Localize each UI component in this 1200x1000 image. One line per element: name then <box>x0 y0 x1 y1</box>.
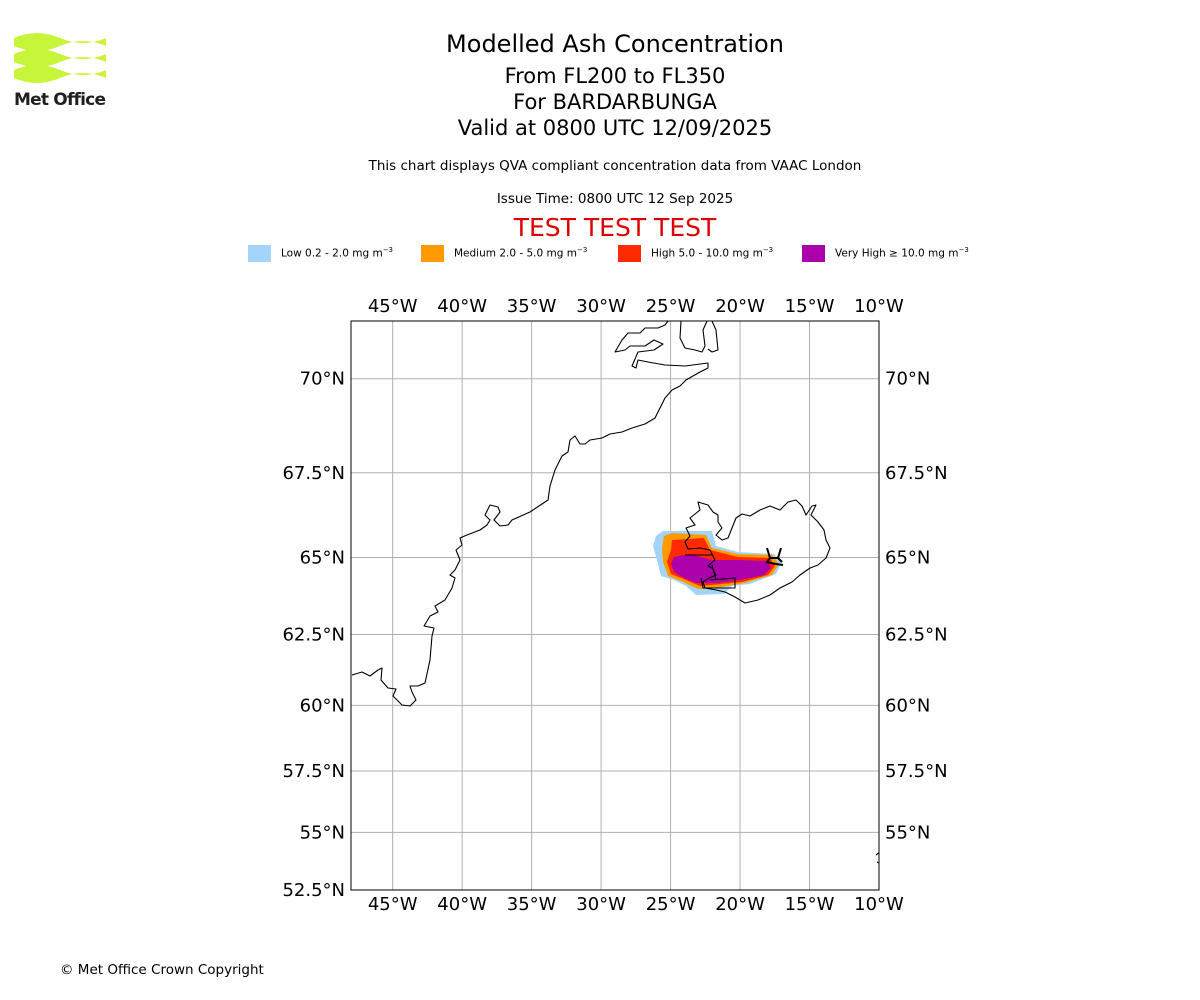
legend-label-medium: Medium 2.0 - 5.0 mg m−3 <box>454 246 588 260</box>
lat-tick-label-left: 70°N <box>300 369 345 390</box>
volcano-marker-icon <box>765 547 784 566</box>
lon-tick-label-bottom: 10°W <box>854 894 904 915</box>
map-gridlines <box>351 321 879 890</box>
lon-tick-label-bottom: 30°W <box>576 894 626 915</box>
volcano-name: For BARDARBUNGA <box>513 90 717 114</box>
lat-tick-label-right: 60°N <box>885 695 930 716</box>
test-banner: TEST TEST TEST <box>513 213 717 242</box>
iceland-interior-outline <box>685 554 736 589</box>
lon-tick-label-top: 40°W <box>437 296 487 317</box>
lon-tick-label-top: 10°W <box>854 296 904 317</box>
chart-description: This chart displays QVA compliant concen… <box>368 158 862 174</box>
lon-tick-label-bottom: 25°W <box>646 894 696 915</box>
lat-tick-label-left: 57.5°N <box>282 761 345 782</box>
lon-tick-label-top: 20°W <box>715 296 765 317</box>
lat-tick-label-left: 65°N <box>300 547 345 568</box>
map-frame <box>350 320 880 891</box>
ash-cloud <box>653 531 782 595</box>
legend-label-very-high: Very High ≥ 10.0 mg m−3 <box>835 246 969 260</box>
lon-tick-label-bottom: 40°W <box>437 894 487 915</box>
lon-tick-label-top: 45°W <box>368 296 418 317</box>
lat-tick-label-right: 57.5°N <box>885 761 948 782</box>
small-island-coastline <box>875 852 879 864</box>
legend-swatch-high <box>618 245 641 262</box>
map-tick-labels: 45°W 45°W 40°W 40°W 35°W 35°W 30°W 30°W 25°W 25°W… <box>282 296 947 915</box>
met-office-waves-icon <box>14 33 106 83</box>
lon-tick-label-top: 25°W <box>646 296 696 317</box>
lon-tick-label-top: 15°W <box>785 296 835 317</box>
lon-tick-label-bottom: 45°W <box>368 894 418 915</box>
legend-label-low: Low 0.2 - 2.0 mg m−3 <box>281 246 394 260</box>
lon-tick-label-bottom: 15°W <box>785 894 835 915</box>
lat-tick-label-right: 55°N <box>885 822 930 843</box>
flight-levels: From FL200 to FL350 <box>504 64 726 88</box>
lat-tick-label-left: 60°N <box>300 695 345 716</box>
copyright-footer: © Met Office Crown Copyright <box>60 962 264 978</box>
greenland-coastline <box>351 321 709 707</box>
lon-tick-label-bottom: 35°W <box>507 894 557 915</box>
valid-time: Valid at 0800 UTC 12/09/2025 <box>457 116 773 140</box>
legend-swatch-medium <box>421 245 444 262</box>
legend-swatch-low <box>248 245 271 262</box>
lat-tick-label-right: 67.5°N <box>885 463 948 484</box>
greenland-fjord-coastline <box>679 321 719 353</box>
lat-tick-label-right: 62.5°N <box>885 625 948 646</box>
lon-tick-label-bottom: 20°W <box>715 894 765 915</box>
issue-time: Issue Time: 0800 UTC 12 Sep 2025 <box>496 191 734 207</box>
ash-very-high-region <box>671 554 771 583</box>
legend-swatch-very-high <box>802 245 825 262</box>
lat-tick-label-left: 67.5°N <box>282 463 345 484</box>
lat-tick-label-left: 52.5°N <box>282 880 345 901</box>
chart-title: Modelled Ash Concentration <box>446 30 784 58</box>
lat-tick-label-right: 70°N <box>885 369 930 390</box>
legend-label-high: High 5.0 - 10.0 mg m−3 <box>651 246 774 260</box>
logo-text: Met Office <box>14 90 106 110</box>
met-office-logo: Met Office <box>12 28 112 113</box>
lat-tick-label-left: 55°N <box>300 822 345 843</box>
lat-tick-label-left: 62.5°N <box>282 625 345 646</box>
lat-tick-label-right: 65°N <box>885 547 930 568</box>
lon-tick-label-top: 35°W <box>507 296 557 317</box>
coastlines <box>351 321 879 864</box>
lon-tick-label-top: 30°W <box>576 296 626 317</box>
concentration-legend: Low 0.2 - 2.0 mg m−3 Medium 2.0 - 5.0 mg… <box>0 244 1200 264</box>
